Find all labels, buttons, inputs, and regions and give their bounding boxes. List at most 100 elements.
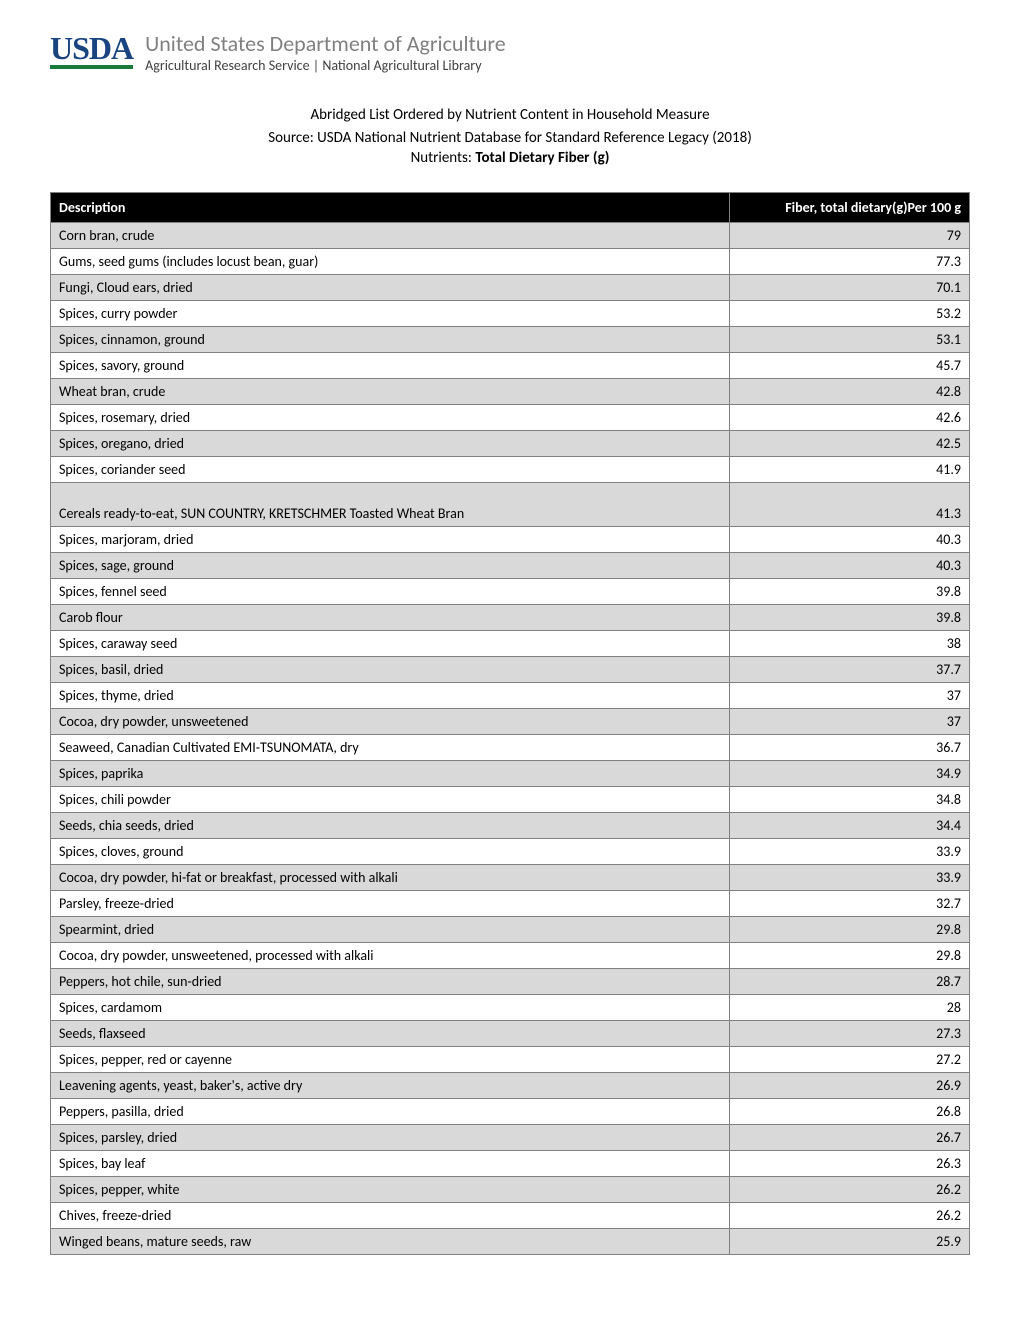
cell-description: Corn bran, crude	[51, 223, 730, 249]
department-name: United States Department of Agriculture	[145, 30, 506, 57]
cell-description: Spearmint, dried	[51, 917, 730, 943]
cell-fiber-value: 26.2	[730, 1203, 970, 1229]
table-row: Spices, coriander seed41.9	[51, 457, 970, 483]
cell-description: Spices, pepper, red or cayenne	[51, 1047, 730, 1073]
cell-description: Seaweed, Canadian Cultivated EMI-TSUNOMA…	[51, 735, 730, 761]
cell-fiber-value: 45.7	[730, 353, 970, 379]
cell-description: Spices, basil, dried	[51, 657, 730, 683]
nutrient-table: Description Fiber, total dietary(g)Per 1…	[50, 192, 970, 1255]
cell-description: Spices, thyme, dried	[51, 683, 730, 709]
cell-fiber-value: 42.8	[730, 379, 970, 405]
usda-logo: USDA	[50, 30, 133, 69]
cell-fiber-value: 26.3	[730, 1151, 970, 1177]
cell-fiber-value: 38	[730, 631, 970, 657]
cell-description: Parsley, freeze-dried	[51, 891, 730, 917]
header-text-block: United States Department of Agriculture …	[145, 30, 506, 74]
cell-fiber-value: 53.2	[730, 301, 970, 327]
cell-description: Spices, fennel seed	[51, 579, 730, 605]
cell-description: Winged beans, mature seeds, raw	[51, 1229, 730, 1255]
cell-description: Spices, curry powder	[51, 301, 730, 327]
table-row: Spices, rosemary, dried42.6	[51, 405, 970, 431]
cell-description: Spices, chili powder	[51, 787, 730, 813]
cell-fiber-value: 37	[730, 709, 970, 735]
cell-description: Spices, coriander seed	[51, 457, 730, 483]
table-row: Cocoa, dry powder, unsweetened, processe…	[51, 943, 970, 969]
cell-fiber-value: 40.3	[730, 553, 970, 579]
cell-fiber-value: 42.6	[730, 405, 970, 431]
table-row: Corn bran, crude79	[51, 223, 970, 249]
cell-fiber-value: 36.7	[730, 735, 970, 761]
cell-fiber-value: 34.9	[730, 761, 970, 787]
table-row: Spices, parsley, dried26.7	[51, 1125, 970, 1151]
cell-fiber-value: 77.3	[730, 249, 970, 275]
cell-fiber-value: 42.5	[730, 431, 970, 457]
table-row: Spices, marjoram, dried40.3	[51, 527, 970, 553]
cell-fiber-value: 25.9	[730, 1229, 970, 1255]
table-row: Cereals ready-to-eat, SUN COUNTRY, KRETS…	[51, 483, 970, 527]
cell-fiber-value: 34.4	[730, 813, 970, 839]
title-block: Abridged List Ordered by Nutrient Conten…	[50, 104, 970, 167]
col-header-fiber: Fiber, total dietary(g)Per 100 g	[730, 193, 970, 223]
cell-description: Spices, marjoram, dried	[51, 527, 730, 553]
table-row: Peppers, pasilla, dried26.8	[51, 1099, 970, 1125]
cell-fiber-value: 33.9	[730, 839, 970, 865]
title-nutrients-prefix: Nutrients:	[411, 149, 476, 167]
cell-description: Spices, sage, ground	[51, 553, 730, 579]
service-name: Agricultural Research Service | National…	[145, 57, 506, 74]
cell-description: Spices, cloves, ground	[51, 839, 730, 865]
cell-description: Chives, freeze-dried	[51, 1203, 730, 1229]
cell-fiber-value: 32.7	[730, 891, 970, 917]
logo-underline	[50, 65, 133, 69]
table-row: Spices, oregano, dried42.5	[51, 431, 970, 457]
cell-description: Fungi, Cloud ears, dried	[51, 275, 730, 301]
cell-description: Cocoa, dry powder, unsweetened, processe…	[51, 943, 730, 969]
cell-fiber-value: 26.2	[730, 1177, 970, 1203]
table-row: Chives, freeze-dried26.2	[51, 1203, 970, 1229]
table-row: Spices, cardamom28	[51, 995, 970, 1021]
cell-description: Spices, cardamom	[51, 995, 730, 1021]
cell-fiber-value: 26.9	[730, 1073, 970, 1099]
cell-description: Peppers, pasilla, dried	[51, 1099, 730, 1125]
cell-description: Spices, rosemary, dried	[51, 405, 730, 431]
table-row: Spices, pepper, white26.2	[51, 1177, 970, 1203]
logo-text: USDA	[50, 30, 133, 67]
cell-description: Cocoa, dry powder, unsweetened	[51, 709, 730, 735]
table-row: Cocoa, dry powder, hi-fat or breakfast, …	[51, 865, 970, 891]
cell-description: Seeds, flaxseed	[51, 1021, 730, 1047]
col-header-description: Description	[51, 193, 730, 223]
cell-fiber-value: 79	[730, 223, 970, 249]
table-row: Spices, basil, dried37.7	[51, 657, 970, 683]
table-row: Fungi, Cloud ears, dried70.1	[51, 275, 970, 301]
cell-description: Carob flour	[51, 605, 730, 631]
cell-fiber-value: 33.9	[730, 865, 970, 891]
title-line-2: Source: USDA National Nutrient Database …	[50, 127, 970, 150]
table-row: Spices, cloves, ground33.9	[51, 839, 970, 865]
table-row: Spices, thyme, dried37	[51, 683, 970, 709]
cell-fiber-value: 70.1	[730, 275, 970, 301]
cell-description: Cocoa, dry powder, hi-fat or breakfast, …	[51, 865, 730, 891]
table-row: Cocoa, dry powder, unsweetened37	[51, 709, 970, 735]
table-row: Spices, savory, ground45.7	[51, 353, 970, 379]
table-row: Spices, bay leaf26.3	[51, 1151, 970, 1177]
cell-fiber-value: 53.1	[730, 327, 970, 353]
cell-fiber-value: 28.7	[730, 969, 970, 995]
cell-description: Cereals ready-to-eat, SUN COUNTRY, KRETS…	[51, 483, 730, 527]
table-row: Winged beans, mature seeds, raw25.9	[51, 1229, 970, 1255]
table-row: Gums, seed gums (includes locust bean, g…	[51, 249, 970, 275]
table-row: Carob flour39.8	[51, 605, 970, 631]
cell-description: Seeds, chia seeds, dried	[51, 813, 730, 839]
table-row: Spices, cinnamon, ground53.1	[51, 327, 970, 353]
table-row: Seaweed, Canadian Cultivated EMI-TSUNOMA…	[51, 735, 970, 761]
document-header: USDA United States Department of Agricul…	[50, 30, 970, 74]
cell-fiber-value: 41.9	[730, 457, 970, 483]
cell-description: Spices, savory, ground	[51, 353, 730, 379]
cell-description: Spices, paprika	[51, 761, 730, 787]
cell-fiber-value: 27.3	[730, 1021, 970, 1047]
cell-fiber-value: 29.8	[730, 943, 970, 969]
title-nutrients-bold: Total Dietary Fiber (g)	[475, 149, 609, 167]
cell-description: Spices, oregano, dried	[51, 431, 730, 457]
table-row: Spices, pepper, red or cayenne27.2	[51, 1047, 970, 1073]
cell-fiber-value: 27.2	[730, 1047, 970, 1073]
cell-fiber-value: 39.8	[730, 605, 970, 631]
cell-fiber-value: 26.7	[730, 1125, 970, 1151]
